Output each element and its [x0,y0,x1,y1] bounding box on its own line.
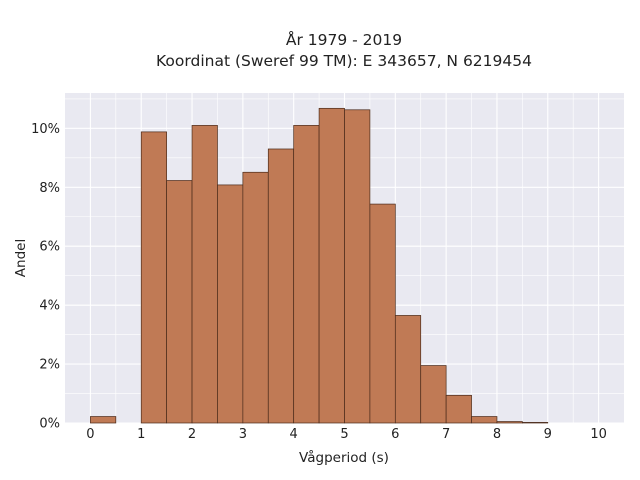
histogram-bar [522,422,549,424]
y-tick-label: 4% [39,299,60,314]
y-tick-label: 10% [31,122,60,137]
histogram-bar [369,203,396,424]
histogram-bar [496,421,523,424]
histogram-bar [166,180,193,424]
y-axis-label: Andel [13,239,29,277]
chart-title-line-1: År 1979 - 2019 [286,30,402,49]
histogram-bar [471,416,498,424]
chart-title-line-2: Koordinat (Sweref 99 TM): E 343657, N 62… [156,52,532,70]
histogram-bar [267,148,295,424]
x-tick-label: 6 [391,427,399,442]
histogram-bar [217,184,244,424]
histogram-bar [445,394,472,424]
x-tick-label: 2 [188,427,196,442]
x-tick-label: 0 [86,427,94,442]
histogram-bar [191,125,218,424]
x-tick-label: 4 [290,427,298,442]
x-tick-label: 5 [340,427,348,442]
y-tick-label: 8% [39,181,60,196]
x-tick-label: 1 [137,427,145,442]
histogram-bar [90,416,117,424]
x-axis-ticks: 0 1 2 3 4 5 6 7 8 9 10 [86,427,607,442]
y-tick-label: 2% [39,358,60,373]
x-tick-label: 3 [239,427,247,442]
histogram-bar [420,365,447,424]
histogram-bar [242,171,269,424]
x-axis-label: Vågperiod (s) [299,449,389,466]
x-tick-label: 10 [590,427,607,442]
histogram-bar [344,109,371,424]
histogram-bar [140,131,167,424]
x-tick-label: 7 [442,427,450,442]
x-tick-label: 9 [544,427,552,442]
x-tick-label: 8 [493,427,501,442]
y-tick-label: 0% [39,417,60,432]
y-tick-label: 6% [39,240,60,255]
histogram-bar [318,107,345,424]
histogram-bar [293,125,320,424]
histogram-bars [90,107,549,424]
y-axis-ticks: 0% 2% 4% 6% 8% 10% [31,122,60,432]
histogram-bar [394,315,422,424]
